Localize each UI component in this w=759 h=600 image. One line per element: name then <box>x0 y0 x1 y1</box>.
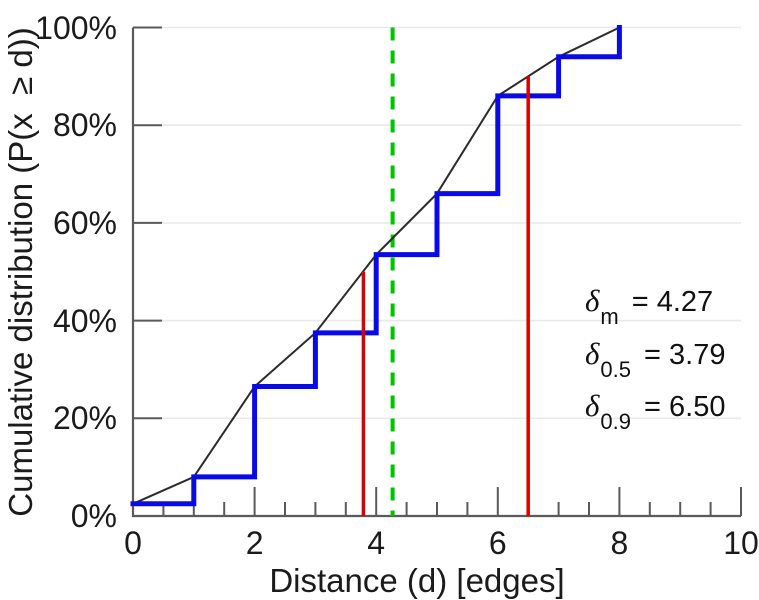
delta-subscript: 0.9 <box>600 409 632 434</box>
delta-value: = 3.79 <box>644 339 726 371</box>
y-tick-label: 0% <box>70 498 117 534</box>
x-tick-label: 8 <box>610 525 629 561</box>
annotation-delta-mean: δ m = 4.27 <box>585 283 714 329</box>
x-tick-label: 0 <box>124 525 142 561</box>
delta-symbol: δ <box>585 283 600 318</box>
step-cdf-line <box>130 25 622 507</box>
x-axis-title: Distance (d) [edges] <box>269 562 565 599</box>
delta-value: = 6.50 <box>644 391 726 423</box>
delta-symbol: δ <box>585 336 600 371</box>
y-tick-label: 60% <box>52 204 117 241</box>
y-tick-label: 100% <box>35 9 117 46</box>
x-tick-label: 2 <box>245 525 264 561</box>
x-tick-label: 10 <box>723 525 759 561</box>
annotation-delta-median: δ 0.5 = 3.79 <box>585 336 726 382</box>
delta-symbol: δ <box>585 388 600 423</box>
x-tick-label: 6 <box>488 525 507 561</box>
y-tick-label: 20% <box>52 400 117 437</box>
delta-value: = 4.27 <box>631 286 714 318</box>
y-axis-title: Cumulative distribution (P(x ≥ d)) <box>2 27 39 517</box>
y-tick-label: 80% <box>52 107 117 144</box>
y-tick-label: 40% <box>52 302 117 339</box>
annotation-delta-p90: δ 0.9 = 6.50 <box>585 388 726 434</box>
delta-subscript: m <box>600 304 619 329</box>
x-tick-label: 4 <box>367 525 386 561</box>
delta-subscript: 0.5 <box>600 357 632 382</box>
